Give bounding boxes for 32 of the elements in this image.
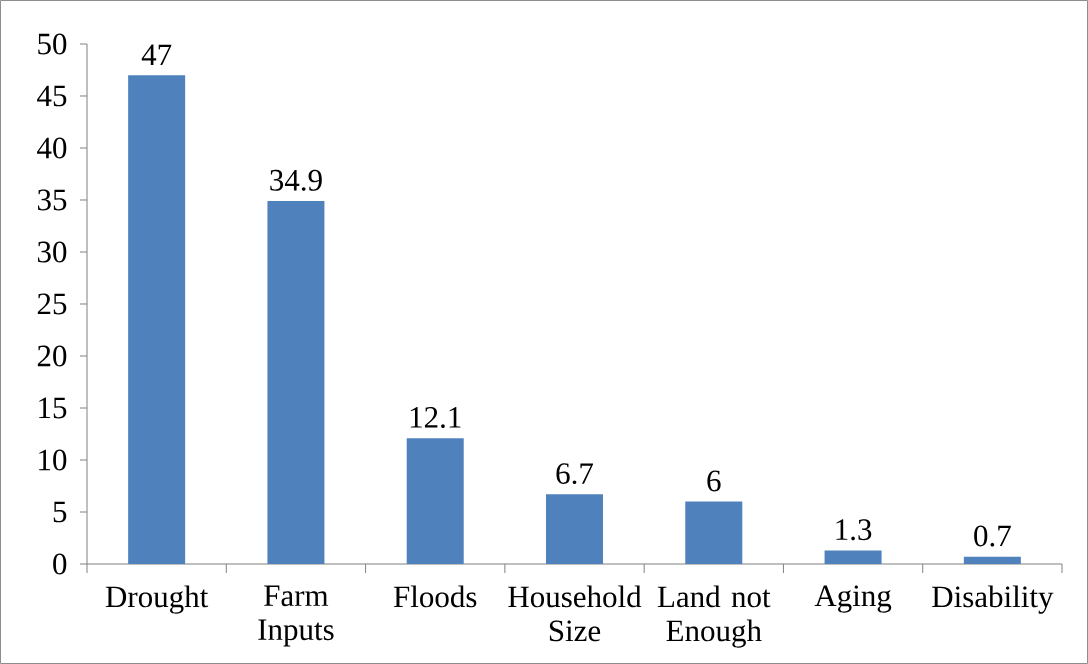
data-label: 12.1 bbox=[410, 406, 461, 428]
x-tick-label: Household Size bbox=[508, 585, 642, 642]
y-tick-label: 15 bbox=[39, 397, 67, 419]
bar bbox=[685, 501, 743, 564]
x-tick-label: Aging bbox=[814, 585, 892, 613]
bar bbox=[963, 556, 1021, 564]
x-tick-label: Land not Enough bbox=[657, 585, 771, 648]
data-label: 47 bbox=[141, 44, 172, 65]
y-tick-label: 45 bbox=[37, 85, 67, 107]
x-tick-label: Farm Inputs bbox=[258, 585, 334, 647]
bar bbox=[824, 550, 882, 564]
y-tick-label: 50 bbox=[38, 33, 67, 55]
bar bbox=[128, 75, 186, 564]
y-tick-label: 20 bbox=[37, 345, 67, 367]
y-tick-label: 0 bbox=[53, 553, 67, 575]
data-label: 34.9 bbox=[270, 169, 322, 191]
bar bbox=[267, 201, 325, 564]
y-tick-label: 5 bbox=[53, 501, 67, 523]
bar bbox=[546, 494, 603, 564]
y-tick-label: 30 bbox=[37, 241, 67, 263]
x-tick-label: Disability bbox=[932, 585, 1054, 614]
y-tick-label: 25 bbox=[37, 293, 67, 315]
y-tick-label: 40 bbox=[37, 137, 67, 159]
y-tick-label: 35 bbox=[37, 189, 67, 211]
data-label: 1.3 bbox=[836, 519, 872, 541]
data-label: 6 bbox=[707, 470, 721, 492]
bar bbox=[406, 438, 464, 564]
x-tick-label: Floods bbox=[393, 585, 477, 608]
x-tick-label: Drought bbox=[105, 585, 209, 614]
data-label: 0.7 bbox=[974, 525, 1011, 547]
data-label: 6.7 bbox=[556, 463, 593, 485]
y-tick-label: 10 bbox=[39, 449, 67, 471]
